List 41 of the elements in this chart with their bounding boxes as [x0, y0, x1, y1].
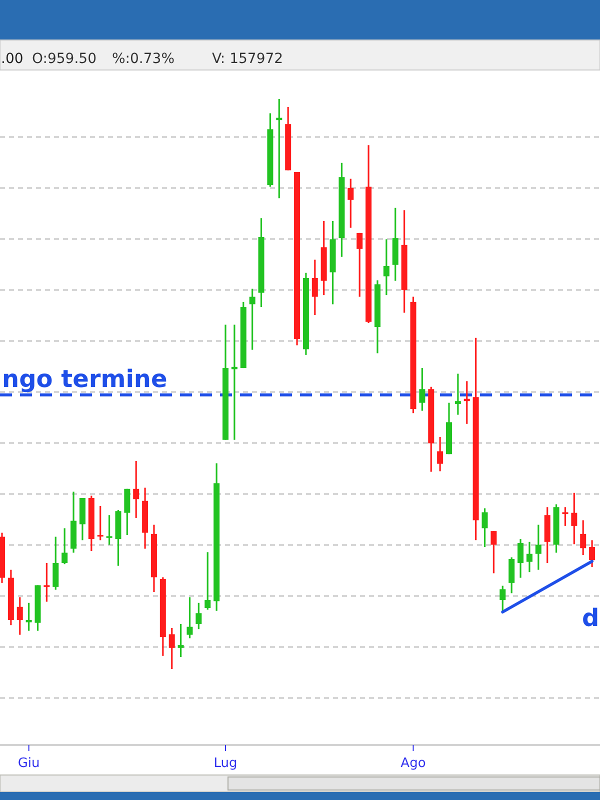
- candlestick: [97, 505, 104, 541]
- candlestick: [419, 367, 426, 412]
- candlestick: [178, 623, 184, 658]
- candlestick: [26, 602, 32, 632]
- candlestick: [589, 539, 596, 568]
- candlestick: [535, 524, 542, 571]
- candlestick: [44, 562, 50, 603]
- candlestick: [196, 602, 202, 630]
- candlestick: [437, 436, 444, 472]
- candlestick: [168, 627, 175, 670]
- candlestick: [133, 460, 140, 519]
- text: %:0.73%: [112, 51, 174, 67]
- candlestick: [356, 232, 363, 298]
- candlestick: [312, 258, 318, 316]
- candlestick: [204, 551, 211, 611]
- candlestick: [62, 527, 68, 565]
- candlestick: [500, 584, 506, 613]
- candlestick: [16, 596, 23, 636]
- candlestick: [454, 372, 461, 416]
- text: V: 157972: [212, 51, 284, 67]
- candlestick: [348, 178, 354, 229]
- candlestick: [482, 507, 488, 548]
- candlestick: [571, 492, 578, 545]
- text: O:959.50: [32, 51, 96, 67]
- annotation: d: [582, 604, 600, 632]
- candlestick: [106, 514, 112, 546]
- x-tick-label: Ago: [400, 756, 426, 771]
- x-tick-label: Giu: [18, 756, 40, 771]
- candlestick: [52, 536, 59, 591]
- candlestick: [526, 541, 532, 573]
- text: .00: [1, 51, 24, 67]
- candlestick: [490, 530, 497, 574]
- candlestick: [580, 519, 586, 556]
- candlestick: [249, 288, 256, 351]
- candlestick: [186, 596, 193, 640]
- candlestick: [518, 538, 524, 579]
- candlestick: [508, 556, 515, 594]
- candlestick: [124, 488, 130, 536]
- candlestick: [383, 238, 390, 296]
- x-tick-label: Lug: [214, 756, 238, 771]
- ref-line-label: ngo termine: [2, 364, 168, 393]
